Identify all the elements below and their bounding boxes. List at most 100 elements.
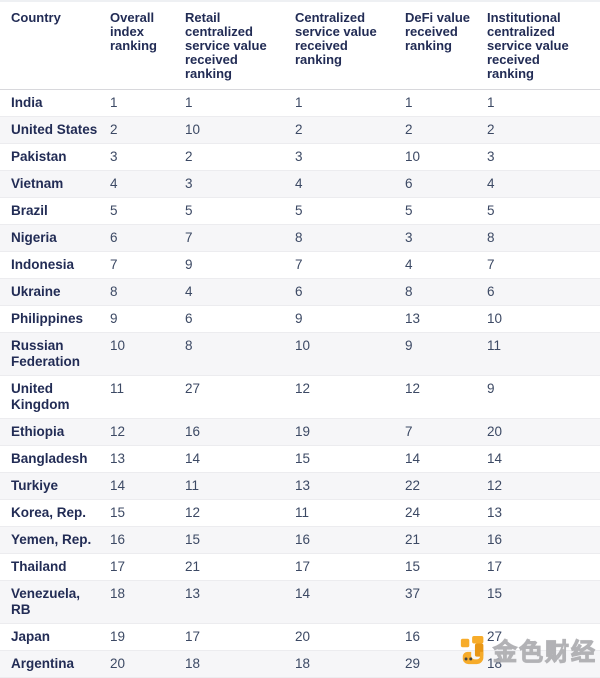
rank-cell: 13 [487, 499, 600, 527]
rank-cell: 15 [487, 580, 600, 624]
rank-cell: 9 [185, 251, 295, 279]
rank-cell: 3 [295, 143, 405, 171]
table-row: Japan 19 17 20 16 27 [0, 623, 600, 651]
rank-cell: 7 [405, 418, 487, 446]
country-cell: Yemen, Rep. [0, 526, 110, 554]
rank-cell: 12 [110, 418, 185, 446]
rank-cell: 21 [405, 526, 487, 554]
table-row: Thailand 17 21 17 15 17 [0, 553, 600, 581]
rank-cell: 13 [405, 305, 487, 333]
rank-cell: 19 [110, 623, 185, 651]
rank-cell: 2 [487, 116, 600, 144]
rank-cell: 15 [185, 526, 295, 554]
rank-cell: 11 [295, 499, 405, 527]
rank-cell: 10 [487, 305, 600, 333]
rank-cell: 14 [405, 445, 487, 473]
rank-cell: 8 [487, 224, 600, 252]
country-cell: Korea, Rep. [0, 499, 110, 527]
rank-cell: 4 [110, 170, 185, 198]
rank-cell: 12 [405, 375, 487, 419]
rank-cell: 18 [487, 650, 600, 678]
rank-cell: 37 [405, 580, 487, 624]
rank-cell: 1 [110, 89, 185, 117]
country-cell: Turkiye [0, 472, 110, 500]
country-cell: India [0, 89, 110, 117]
country-cell: United Kingdom [0, 375, 110, 419]
country-cell: Thailand [0, 553, 110, 581]
rank-cell: 4 [405, 251, 487, 279]
country-cell: United States [0, 116, 110, 144]
rank-cell: 1 [185, 89, 295, 117]
column-header: Institutional centralized service value … [487, 1, 600, 90]
rank-cell: 18 [185, 650, 295, 678]
table-row: Korea, Rep. 15 12 11 24 13 [0, 499, 600, 527]
rank-cell: 17 [295, 553, 405, 581]
table-row: Vietnam 4 3 4 6 4 [0, 170, 600, 198]
country-cell: Nigeria [0, 224, 110, 252]
rank-cell: 17 [185, 623, 295, 651]
country-cell: Indonesia [0, 251, 110, 279]
country-cell: Philippines [0, 305, 110, 333]
rank-cell: 14 [185, 445, 295, 473]
rank-cell: 2 [110, 116, 185, 144]
table-row: Bangladesh 13 14 15 14 14 [0, 445, 600, 473]
table-row: Russian Federation 10 8 10 9 11 [0, 332, 600, 376]
country-cell: Argentina [0, 650, 110, 678]
column-header: Overall index ranking [110, 1, 185, 90]
rank-cell: 16 [487, 526, 600, 554]
rank-cell: 15 [295, 445, 405, 473]
rank-cell: 21 [185, 553, 295, 581]
country-cell: Venezuela, RB [0, 580, 110, 624]
table-row: Yemen, Rep. 16 15 16 21 16 [0, 526, 600, 554]
rank-cell: 1 [487, 89, 600, 117]
rank-cell: 4 [295, 170, 405, 198]
rank-cell: 5 [405, 197, 487, 225]
rank-cell: 7 [185, 224, 295, 252]
header-row: Country Overall index ranking Retail centr… [0, 1, 600, 90]
rank-cell: 20 [110, 650, 185, 678]
table-row: Nigeria 6 7 8 3 8 [0, 224, 600, 252]
country-cell: Ethiopia [0, 418, 110, 446]
rank-cell: 6 [185, 305, 295, 333]
country-cell: Ukraine [0, 278, 110, 306]
rank-cell: 2 [185, 143, 295, 171]
rank-cell: 5 [110, 197, 185, 225]
table-row: Philippines 9 6 9 13 10 [0, 305, 600, 333]
rank-cell: 15 [110, 499, 185, 527]
rank-cell: 11 [110, 375, 185, 419]
rank-cell: 7 [487, 251, 600, 279]
table-row: Indonesia 7 9 7 4 7 [0, 251, 600, 279]
rank-cell: 6 [110, 224, 185, 252]
column-header: DeFi value received ranking [405, 1, 487, 90]
rank-cell: 18 [110, 580, 185, 624]
rank-cell: 8 [110, 278, 185, 306]
table-row: Argentina 20 18 18 29 18 [0, 650, 600, 678]
rank-cell: 7 [295, 251, 405, 279]
country-cell: Brazil [0, 197, 110, 225]
table-row: Turkiye 14 11 13 22 12 [0, 472, 600, 500]
rank-cell: 10 [405, 143, 487, 171]
rank-cell: 1 [295, 89, 405, 117]
rank-cell: 16 [185, 418, 295, 446]
rank-cell: 29 [405, 650, 487, 678]
rank-cell: 9 [405, 332, 487, 376]
country-cell: Vietnam [0, 170, 110, 198]
rank-cell: 4 [487, 170, 600, 198]
rank-cell: 1 [405, 89, 487, 117]
rank-cell: 22 [405, 472, 487, 500]
rank-cell: 5 [185, 197, 295, 225]
rank-cell: 13 [295, 472, 405, 500]
table-row: Ukraine 8 4 6 8 6 [0, 278, 600, 306]
column-header: Centralized service value received ranki… [295, 1, 405, 90]
rank-cell: 20 [295, 623, 405, 651]
rank-cell: 8 [405, 278, 487, 306]
rank-cell: 10 [185, 116, 295, 144]
rank-cell: 14 [295, 580, 405, 624]
rank-cell: 9 [295, 305, 405, 333]
country-cell: Japan [0, 623, 110, 651]
column-header: Country [0, 1, 110, 90]
rank-cell: 7 [110, 251, 185, 279]
rank-cell: 4 [185, 278, 295, 306]
rank-cell: 16 [295, 526, 405, 554]
